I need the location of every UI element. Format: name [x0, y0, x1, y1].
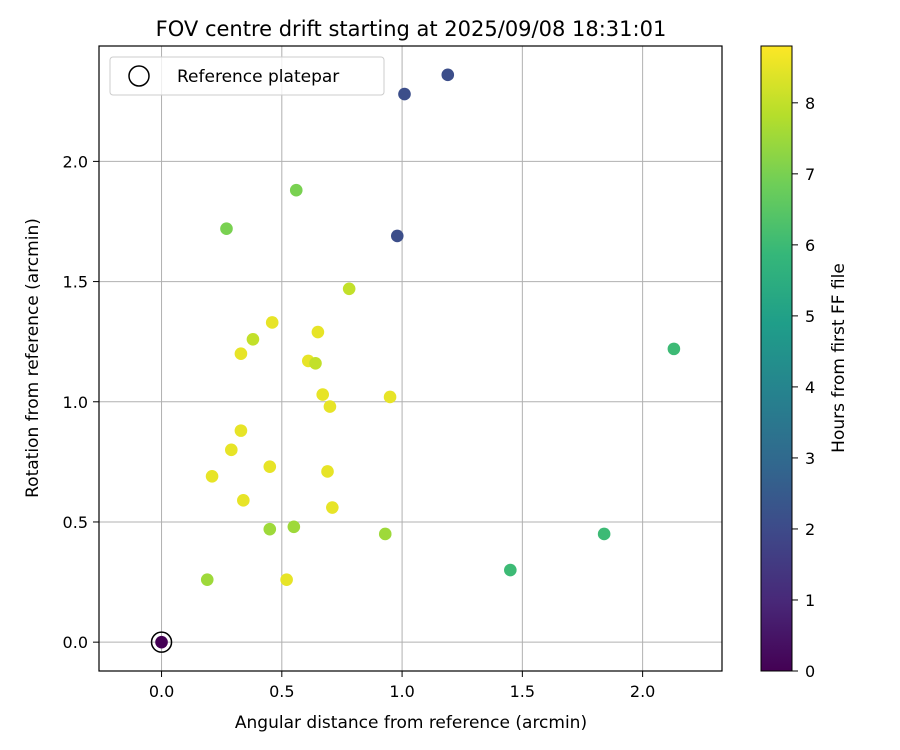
colorbar-ticks: 0 1 2 3 4 5 6 7 8 — [792, 94, 815, 681]
data-point — [289, 183, 303, 197]
colorbar-tick-label: 0 — [805, 662, 815, 681]
data-point — [246, 332, 260, 346]
colorbar: 0 1 2 3 4 5 6 7 8 Hours from first FF file — [760, 45, 849, 681]
data-point — [205, 469, 219, 483]
data-point — [234, 424, 248, 437]
data-point — [220, 222, 233, 235]
x-tick-label: 0.0 — [149, 682, 174, 701]
y-tick-label: 2.0 — [63, 152, 88, 171]
data-point — [280, 573, 293, 586]
x-axis-label: Angular distance from reference (arcmin) — [235, 713, 587, 733]
data-point — [224, 443, 238, 457]
data-point — [441, 68, 455, 82]
colorbar-tick-label: 6 — [805, 236, 815, 255]
colorbar-tick-label: 8 — [805, 94, 815, 113]
colorbar-tick-label: 3 — [805, 449, 815, 468]
data-point — [398, 87, 411, 101]
data-point — [265, 316, 279, 329]
data-point — [321, 465, 334, 478]
x-axis-ticks: 0.0 0.5 1.0 1.5 2.0 — [149, 671, 655, 701]
legend-box — [109, 56, 385, 96]
x-tick-label: 2.0 — [630, 682, 655, 701]
x-tick-label: 1.0 — [389, 682, 414, 701]
colorbar-gradient — [760, 45, 793, 672]
x-tick-label: 1.5 — [510, 682, 535, 701]
y-axis-label: Rotation from reference (arcmin) — [23, 218, 43, 498]
data-point — [378, 527, 392, 541]
y-tick-label: 0.0 — [63, 633, 88, 652]
data-point — [383, 390, 397, 404]
colorbar-tick-label: 2 — [805, 520, 815, 539]
chart-title: FOV centre drift starting at 2025/09/08 … — [156, 17, 667, 41]
data-point — [316, 388, 330, 401]
data-point — [309, 357, 322, 370]
x-tick-label: 0.5 — [269, 682, 294, 701]
data-point — [390, 229, 404, 243]
data-point — [342, 282, 356, 296]
legend: Reference platepar — [109, 56, 385, 96]
grid-lines — [99, 46, 722, 671]
data-points — [150, 68, 681, 653]
data-point — [263, 460, 277, 473]
y-tick-label: 0.5 — [63, 513, 88, 532]
data-point — [200, 573, 214, 586]
data-point — [263, 522, 277, 536]
y-tick-label: 1.0 — [63, 393, 88, 412]
legend-entry-label: Reference platepar — [177, 67, 339, 87]
data-point — [237, 494, 250, 507]
plot-frame — [98, 45, 723, 672]
colorbar-tick-label: 7 — [805, 165, 815, 184]
reference-platepar-marker — [150, 631, 173, 653]
data-point — [287, 520, 301, 534]
data-point — [597, 527, 611, 541]
data-point — [323, 400, 337, 413]
colorbar-tick-label: 5 — [805, 307, 815, 326]
colorbar-tick-label: 4 — [805, 378, 815, 397]
y-axis-ticks: 0.0 0.5 1.0 1.5 2.0 — [63, 152, 99, 652]
colorbar-label: Hours from first FF file — [829, 263, 849, 453]
data-point — [504, 563, 517, 577]
plot-area-background — [99, 46, 722, 671]
colorbar-tick-label: 1 — [805, 591, 815, 610]
legend-reference-marker-icon — [128, 65, 150, 87]
data-point — [311, 325, 325, 339]
data-point — [326, 501, 339, 514]
reference-data-point — [155, 635, 168, 649]
data-point — [667, 342, 681, 356]
data-point — [234, 347, 248, 360]
y-tick-label: 1.5 — [63, 273, 88, 292]
